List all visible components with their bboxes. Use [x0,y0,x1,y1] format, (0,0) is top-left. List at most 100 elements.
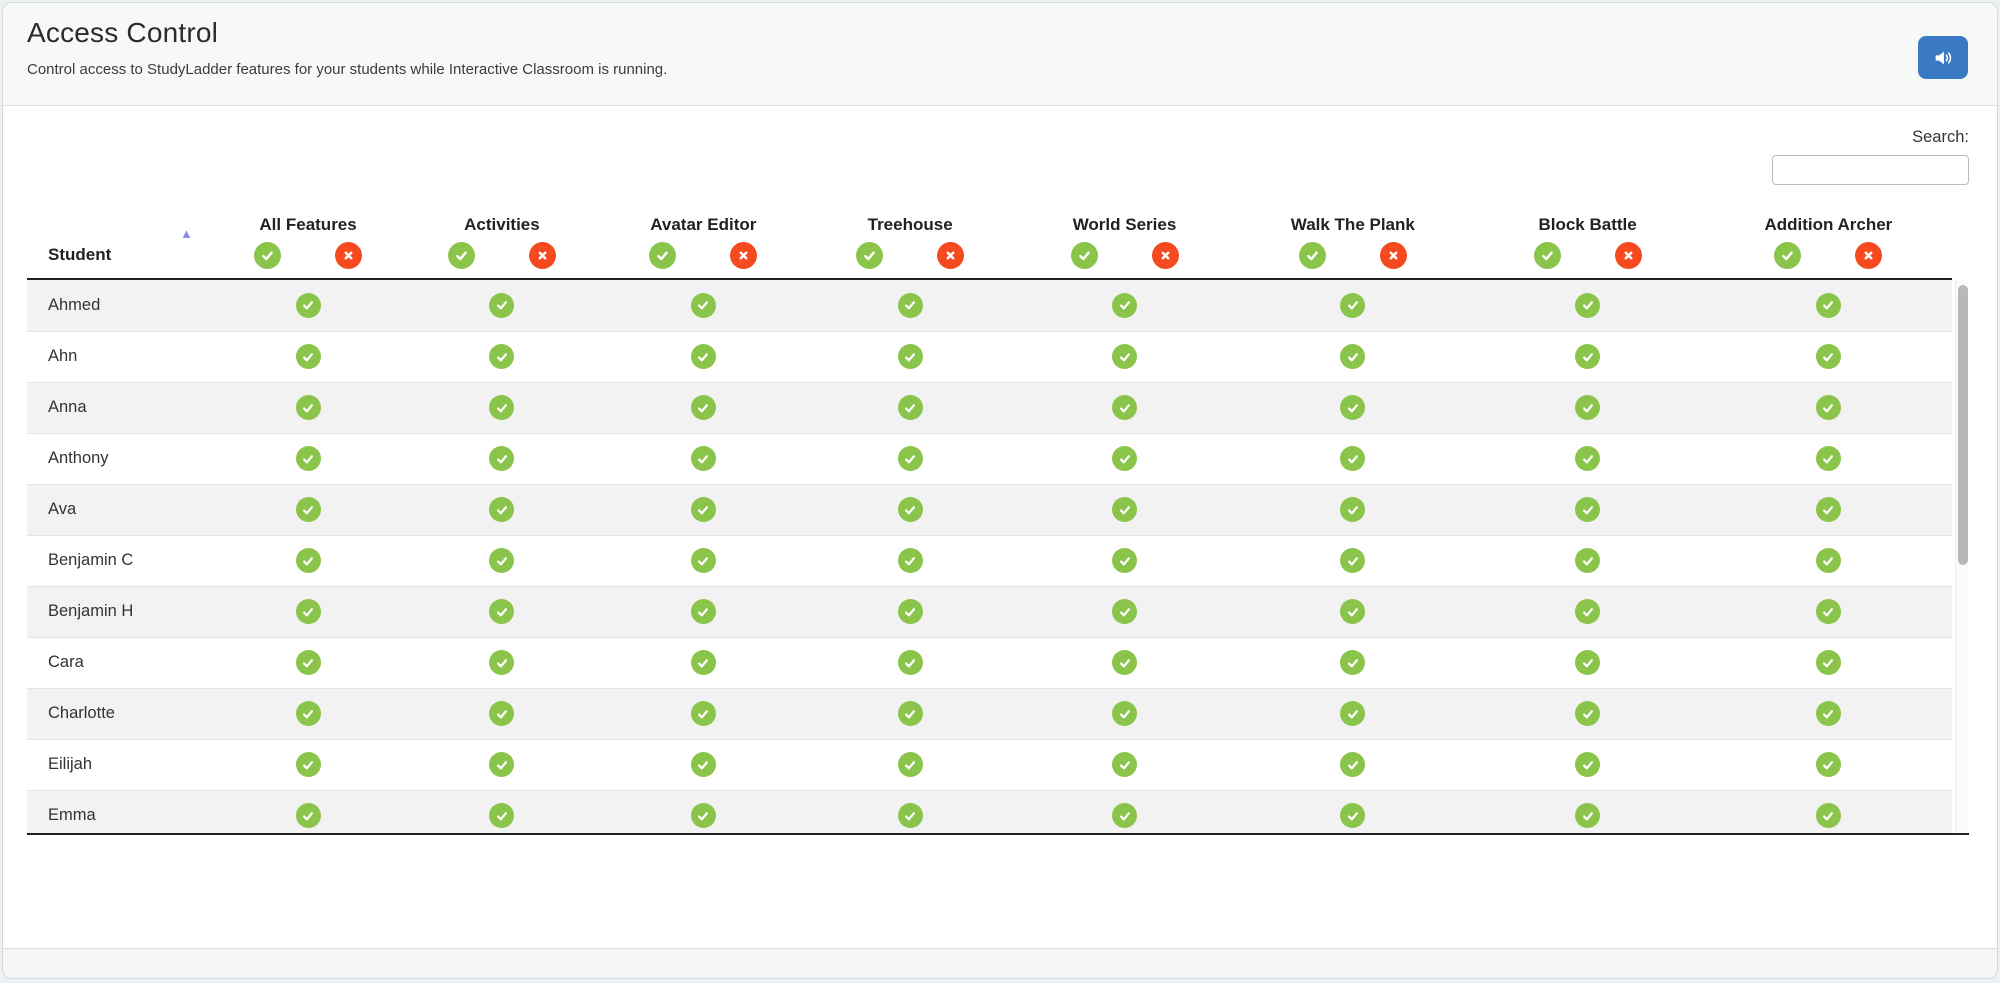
check-icon[interactable] [1340,599,1366,624]
check-icon[interactable] [1340,701,1366,726]
check-icon[interactable] [1575,599,1601,624]
check-icon[interactable] [1112,599,1137,624]
table-scrollbar[interactable] [1955,280,1969,833]
check-icon[interactable] [897,395,923,420]
x-icon[interactable] [730,242,758,269]
check-icon[interactable] [1340,497,1366,522]
check-icon[interactable] [1815,497,1841,522]
check-icon[interactable] [1815,292,1841,318]
column-header-block-battle[interactable]: Block Battle [1470,215,1704,279]
check-icon[interactable] [1112,752,1137,777]
check-icon[interactable] [1575,650,1601,675]
check-icon[interactable] [1340,344,1366,369]
x-icon[interactable] [1379,242,1407,269]
check-icon[interactable] [1112,701,1137,726]
check-icon[interactable] [690,752,716,777]
check-icon[interactable] [489,446,515,471]
check-icon[interactable] [489,752,515,777]
check-icon[interactable] [1112,395,1137,420]
check-icon[interactable] [1298,242,1326,269]
check-icon[interactable] [254,242,282,269]
check-icon[interactable] [1774,242,1802,269]
check-icon[interactable] [1340,650,1366,675]
check-icon[interactable] [1340,752,1366,777]
check-icon[interactable] [690,701,716,726]
column-header-addition-archer[interactable]: Addition Archer [1705,215,1952,279]
x-icon[interactable] [1855,242,1883,269]
check-icon[interactable] [447,242,475,269]
check-icon[interactable] [897,599,923,624]
check-icon[interactable] [489,599,515,624]
check-icon[interactable] [1112,803,1137,829]
check-icon[interactable] [1112,344,1137,369]
check-icon[interactable] [1340,803,1366,829]
check-icon[interactable] [897,701,923,726]
check-icon[interactable] [897,344,923,369]
check-icon[interactable] [897,650,923,675]
check-icon[interactable] [1340,292,1366,318]
check-icon[interactable] [1112,650,1137,675]
x-icon[interactable] [937,242,965,269]
check-icon[interactable] [1575,701,1601,726]
check-icon[interactable] [1815,701,1841,726]
check-icon[interactable] [690,497,716,522]
check-icon[interactable] [690,599,716,624]
check-icon[interactable] [489,650,515,675]
check-icon[interactable] [1575,548,1601,573]
check-icon[interactable] [295,395,321,420]
check-icon[interactable] [1112,497,1137,522]
check-icon[interactable] [1815,395,1841,420]
check-icon[interactable] [1815,752,1841,777]
column-header-student[interactable]: Student ▲ [27,215,212,279]
check-icon[interactable] [690,395,716,420]
check-icon[interactable] [1815,599,1841,624]
check-icon[interactable] [1815,650,1841,675]
column-header-all-features[interactable]: All Features [212,215,403,279]
check-icon[interactable] [295,497,321,522]
check-icon[interactable] [295,548,321,573]
check-icon[interactable] [489,497,515,522]
check-icon[interactable] [1575,497,1601,522]
check-icon[interactable] [1815,803,1841,829]
check-icon[interactable] [489,395,515,420]
check-icon[interactable] [1575,395,1601,420]
x-icon[interactable] [528,242,556,269]
check-icon[interactable] [489,701,515,726]
check-icon[interactable] [295,446,321,471]
check-icon[interactable] [295,701,321,726]
check-icon[interactable] [690,344,716,369]
check-icon[interactable] [690,803,716,829]
check-icon[interactable] [295,650,321,675]
check-icon[interactable] [856,242,884,269]
check-icon[interactable] [295,803,321,829]
check-icon[interactable] [295,752,321,777]
x-icon[interactable] [1614,242,1642,269]
sound-button[interactable] [1918,36,1968,79]
scrollbar-thumb[interactable] [1958,285,1968,565]
check-icon[interactable] [1575,752,1601,777]
check-icon[interactable] [489,803,515,829]
check-icon[interactable] [1575,292,1601,318]
x-icon[interactable] [335,242,363,269]
check-icon[interactable] [897,548,923,573]
check-icon[interactable] [1112,446,1137,471]
check-icon[interactable] [1112,548,1137,573]
check-icon[interactable] [489,344,515,369]
search-input[interactable] [1772,155,1969,185]
check-icon[interactable] [1340,395,1366,420]
check-icon[interactable] [1575,803,1601,829]
check-icon[interactable] [690,292,716,318]
column-header-avatar-editor[interactable]: Avatar Editor [600,215,806,279]
column-header-walk-the-plank[interactable]: Walk The Plank [1235,215,1470,279]
column-header-activities[interactable]: Activities [404,215,600,279]
check-icon[interactable] [1815,446,1841,471]
check-icon[interactable] [295,599,321,624]
check-icon[interactable] [897,752,923,777]
column-header-world-series[interactable]: World Series [1014,215,1235,279]
check-icon[interactable] [690,446,716,471]
column-header-treehouse[interactable]: Treehouse [806,215,1013,279]
check-icon[interactable] [1070,242,1098,269]
check-icon[interactable] [1340,446,1366,471]
check-icon[interactable] [489,548,515,573]
check-icon[interactable] [897,803,923,829]
